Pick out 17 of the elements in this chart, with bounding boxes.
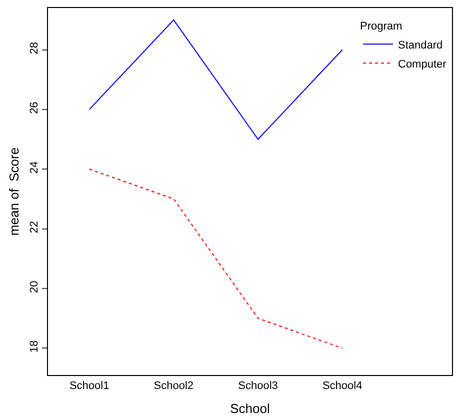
x-tick-label: School4 bbox=[322, 380, 362, 392]
legend-title: Program bbox=[360, 20, 402, 33]
line-series bbox=[88, 168, 343, 349]
y-tick-label: 26 bbox=[28, 102, 41, 114]
legend-label: Computer bbox=[398, 58, 447, 70]
legend-label: Standard bbox=[398, 39, 443, 52]
x-axis-title: School bbox=[230, 400, 270, 416]
y-tick-label: 28 bbox=[28, 42, 41, 54]
x-tick-label: School3 bbox=[238, 380, 278, 392]
line-series bbox=[88, 19, 343, 140]
y-tick-label: 20 bbox=[28, 280, 41, 293]
x-tick-label: School2 bbox=[154, 380, 194, 392]
x-tick-label: School1 bbox=[69, 380, 110, 392]
y-axis-title: mean of Score bbox=[6, 147, 22, 236]
y-tick-label: 24 bbox=[28, 161, 41, 174]
y-tick-label: 18 bbox=[28, 340, 41, 353]
y-tick-label: 22 bbox=[28, 221, 41, 234]
